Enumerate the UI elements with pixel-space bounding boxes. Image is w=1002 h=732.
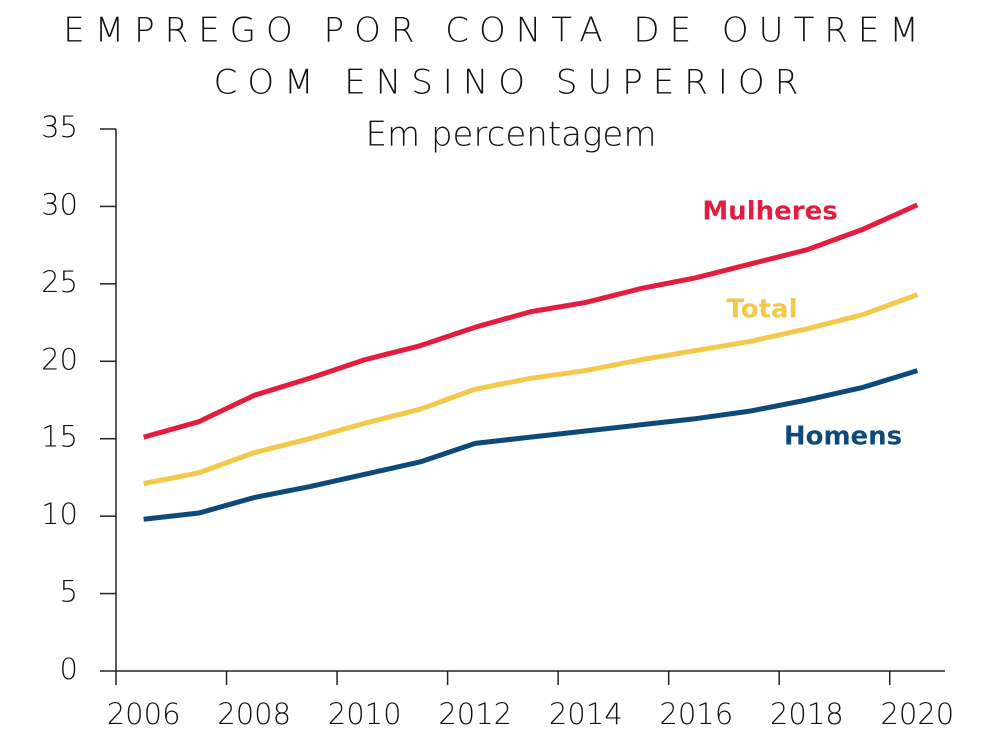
series-label: Homens <box>784 422 902 452</box>
y-tick-label: 35 <box>41 110 78 144</box>
x-tick-label: 2012 <box>438 697 512 731</box>
x-tick-label: 2010 <box>328 697 402 731</box>
x-tick-label: 2018 <box>770 697 844 731</box>
series-line <box>142 202 919 440</box>
y-tick-label: 30 <box>41 187 78 221</box>
chart-title: COM ENSINO SUPERIOR <box>214 63 809 103</box>
chart-subtitle: Em percentagem <box>366 115 657 155</box>
series-label: Mulheres <box>702 197 837 227</box>
x-tick-label: 2008 <box>217 697 291 731</box>
x-tick-label: 2020 <box>880 697 954 731</box>
y-tick-label: 25 <box>41 265 78 299</box>
y-tick-label: 5 <box>60 575 78 609</box>
y-tick-label: 0 <box>60 652 78 686</box>
y-tick-label: 15 <box>41 420 78 454</box>
y-tick-label: 10 <box>41 497 78 531</box>
x-tick-label: 2016 <box>659 697 733 731</box>
y-tick-label: 20 <box>41 342 78 376</box>
series-line <box>143 292 919 487</box>
chart-title: EMPREGO POR CONTA DE OUTREM <box>63 11 929 51</box>
series-label: Total <box>726 295 797 325</box>
x-tick-label: 2014 <box>549 697 623 731</box>
series-line <box>143 368 919 522</box>
x-tick-label: 2006 <box>107 697 181 731</box>
